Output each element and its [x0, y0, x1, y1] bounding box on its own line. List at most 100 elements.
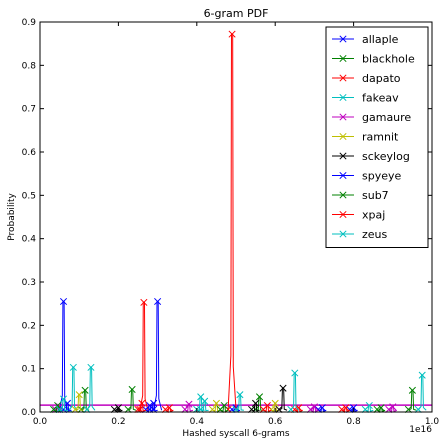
- point-sub7-1: [408, 386, 416, 394]
- point-blackhole-0: [81, 386, 89, 394]
- legend-label: sckeylog: [362, 150, 410, 163]
- point-sckeylog-2: [114, 404, 122, 412]
- legend-item-xpaj: xpaj: [332, 209, 385, 222]
- legend-label: sub7: [362, 189, 389, 202]
- x-tick-label: 0.6: [268, 417, 283, 427]
- point-allaple-1: [154, 297, 162, 306]
- point-fakeav-5: [418, 371, 426, 379]
- point-dapato-3: [295, 404, 303, 412]
- legend-marker-blackhole: [339, 54, 347, 63]
- y-tick-label: 0.5: [22, 191, 36, 201]
- legend-label: blackhole: [362, 53, 415, 66]
- legend-item-fakeav: fakeav: [332, 92, 399, 105]
- point-gamaure-3: [389, 403, 397, 411]
- legend-label: zeus: [362, 228, 388, 241]
- point-fakeav-0: [69, 363, 77, 371]
- point-sckeylog-0: [279, 384, 287, 392]
- legend-item-sckeylog: sckeylog: [332, 150, 410, 163]
- point-blackhole-1: [128, 385, 136, 394]
- x-tick-label: 0.8: [346, 417, 361, 427]
- point-xpaj-0: [138, 399, 146, 407]
- legend-item-blackhole: blackhole: [332, 53, 415, 66]
- legend-marker-sckeylog: [339, 152, 347, 160]
- point-dapato-2: [165, 404, 173, 412]
- series-sub7: [50, 386, 417, 413]
- legend-marker-dapato: [339, 74, 347, 82]
- legend-label: spyeye: [362, 170, 402, 183]
- x-axis-label: Hashed syscall 6-grams: [182, 429, 289, 439]
- spike-allaple-0: [59, 301, 69, 411]
- chart-title: 6-gram PDF: [204, 7, 269, 20]
- spike-fakeav-1: [86, 366, 96, 411]
- y-axis-label: Probability: [7, 193, 17, 241]
- y-tick-label: 0.0: [22, 408, 37, 418]
- series-sckeylog: [110, 384, 288, 413]
- series-allaple: [55, 297, 327, 413]
- point-spyeye-2: [350, 404, 358, 412]
- plot-area: [40, 30, 432, 413]
- legend-item-allaple: allaple: [332, 33, 399, 46]
- x-tick-label: 0.2: [111, 417, 125, 427]
- legend-item-dapato: dapato: [332, 72, 401, 85]
- x-offset-label: 1e16: [409, 425, 432, 435]
- y-tick-label: 0.9: [22, 18, 37, 28]
- point-allaple-0: [59, 297, 68, 306]
- spike-allaple-1: [153, 301, 163, 411]
- y-tick-label: 0.3: [22, 278, 36, 288]
- legend-label: fakeav: [362, 92, 399, 105]
- legend-label: ramnit: [362, 131, 399, 144]
- legend-item-gamaure: gamaure: [332, 111, 411, 124]
- y-axis: 0.0 0.1 0.2 0.3 0.4 0.5 0.6 0.7 0.8 0.9: [22, 18, 432, 418]
- point-ramnit-0: [75, 391, 83, 399]
- point-zeus-0: [59, 395, 68, 403]
- point-xpaj-2: [342, 404, 350, 412]
- legend-marker-ramnit: [339, 132, 347, 141]
- y-tick-label: 0.4: [22, 235, 37, 245]
- point-gamaure-1: [185, 400, 193, 408]
- legend-label: gamaure: [362, 111, 411, 124]
- legend-marker-allaple: [339, 35, 347, 43]
- series-ramnit: [71, 391, 280, 413]
- y-tick-label: 0.8: [22, 61, 37, 71]
- point-sckeylog-1: [252, 399, 260, 407]
- x-axis: 0.0 0.2 0.4 0.6 0.8 1.0: [33, 22, 440, 427]
- point-allaple-4: [318, 404, 326, 412]
- point-dapato-0: [140, 298, 148, 306]
- spike-fakeav-0: [68, 366, 78, 411]
- point-blackhole-3: [377, 404, 385, 412]
- point-gamaure-2: [310, 403, 318, 411]
- legend-item-spyeye: spyeye: [332, 170, 402, 183]
- legend-item-sub7: sub7: [332, 189, 389, 202]
- legend-marker-fakeav: [339, 93, 347, 102]
- legend-marker-sub7: [339, 191, 347, 199]
- spike-dapato-0: [139, 301, 149, 411]
- y-tick-label: 0.7: [22, 105, 36, 115]
- point-fakeav-4: [291, 369, 299, 377]
- point-ramnit-2: [271, 399, 279, 407]
- point-dapato-1: [228, 30, 236, 38]
- legend-label: dapato: [362, 72, 401, 85]
- x-tick-label: 0.0: [33, 417, 48, 427]
- legend-label: allaple: [362, 33, 399, 46]
- x-tick-label: 1.0: [425, 417, 440, 427]
- point-zeus-1: [201, 397, 209, 405]
- y-tick-label: 0.1: [22, 365, 36, 375]
- series-dapato: [136, 30, 303, 413]
- legend-label: xpaj: [362, 209, 385, 222]
- plot-frame: [39, 21, 433, 413]
- point-fakeav-1: [87, 363, 95, 371]
- point-fakeav-3: [236, 391, 244, 399]
- y-tick-label: 0.6: [22, 148, 37, 158]
- legend: allaple blackhole dapato fakeav gamaure ramni…: [325, 26, 429, 248]
- y-tick-label: 0.2: [22, 321, 36, 331]
- spike-dapato-1: [227, 33, 237, 411]
- legend-box: [325, 26, 429, 248]
- x-tick-label: 0.4: [190, 417, 205, 427]
- point-allaple-2: [150, 399, 158, 407]
- legend-marker-spyeye: [339, 171, 347, 180]
- point-ramnit-1: [212, 399, 220, 407]
- legend-item-zeus: zeus: [332, 228, 388, 241]
- legend-marker-gamaure: [339, 113, 347, 121]
- series-gamaure: [52, 400, 397, 413]
